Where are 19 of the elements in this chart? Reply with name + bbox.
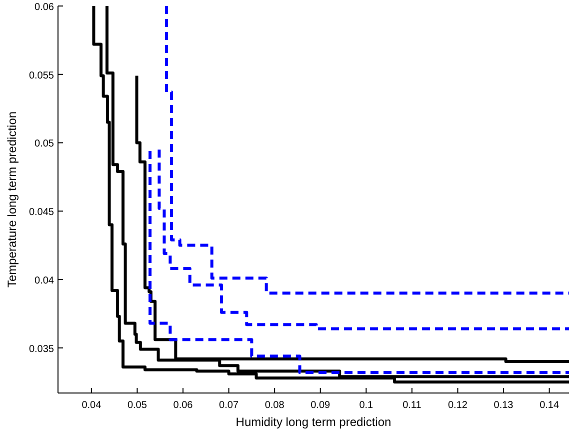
- y-tick-label: 0.045: [28, 207, 54, 218]
- y-tick-label: 0.06: [34, 2, 54, 13]
- x-tick-label: 0.1: [359, 400, 374, 411]
- y-tick-label: 0.055: [28, 70, 54, 82]
- y-tick-label: 0.04: [34, 276, 54, 286]
- x-tick-label: 0.09: [310, 400, 331, 411]
- x-tick-label: 0.04: [82, 400, 102, 411]
- x-tick-label: 0.13: [494, 400, 514, 411]
- x-tick-label: 0.07: [219, 400, 239, 411]
- y-axis-title: Temperature long term prediction: [5, 111, 19, 288]
- x-tick-label: 0.14: [540, 400, 560, 411]
- x-tick-label: 0.11: [402, 400, 422, 411]
- x-tick-label: 0.06: [173, 400, 194, 411]
- x-tick-label: 0.12: [448, 400, 468, 411]
- x-axis-title: Humidity long term prediction: [236, 415, 392, 429]
- x-tick-label: 0.08: [264, 400, 285, 411]
- y-tick-label: 0.035: [28, 344, 54, 355]
- x-tick-label: 0.05: [127, 400, 148, 411]
- y-tick-label: 0.05: [34, 138, 54, 150]
